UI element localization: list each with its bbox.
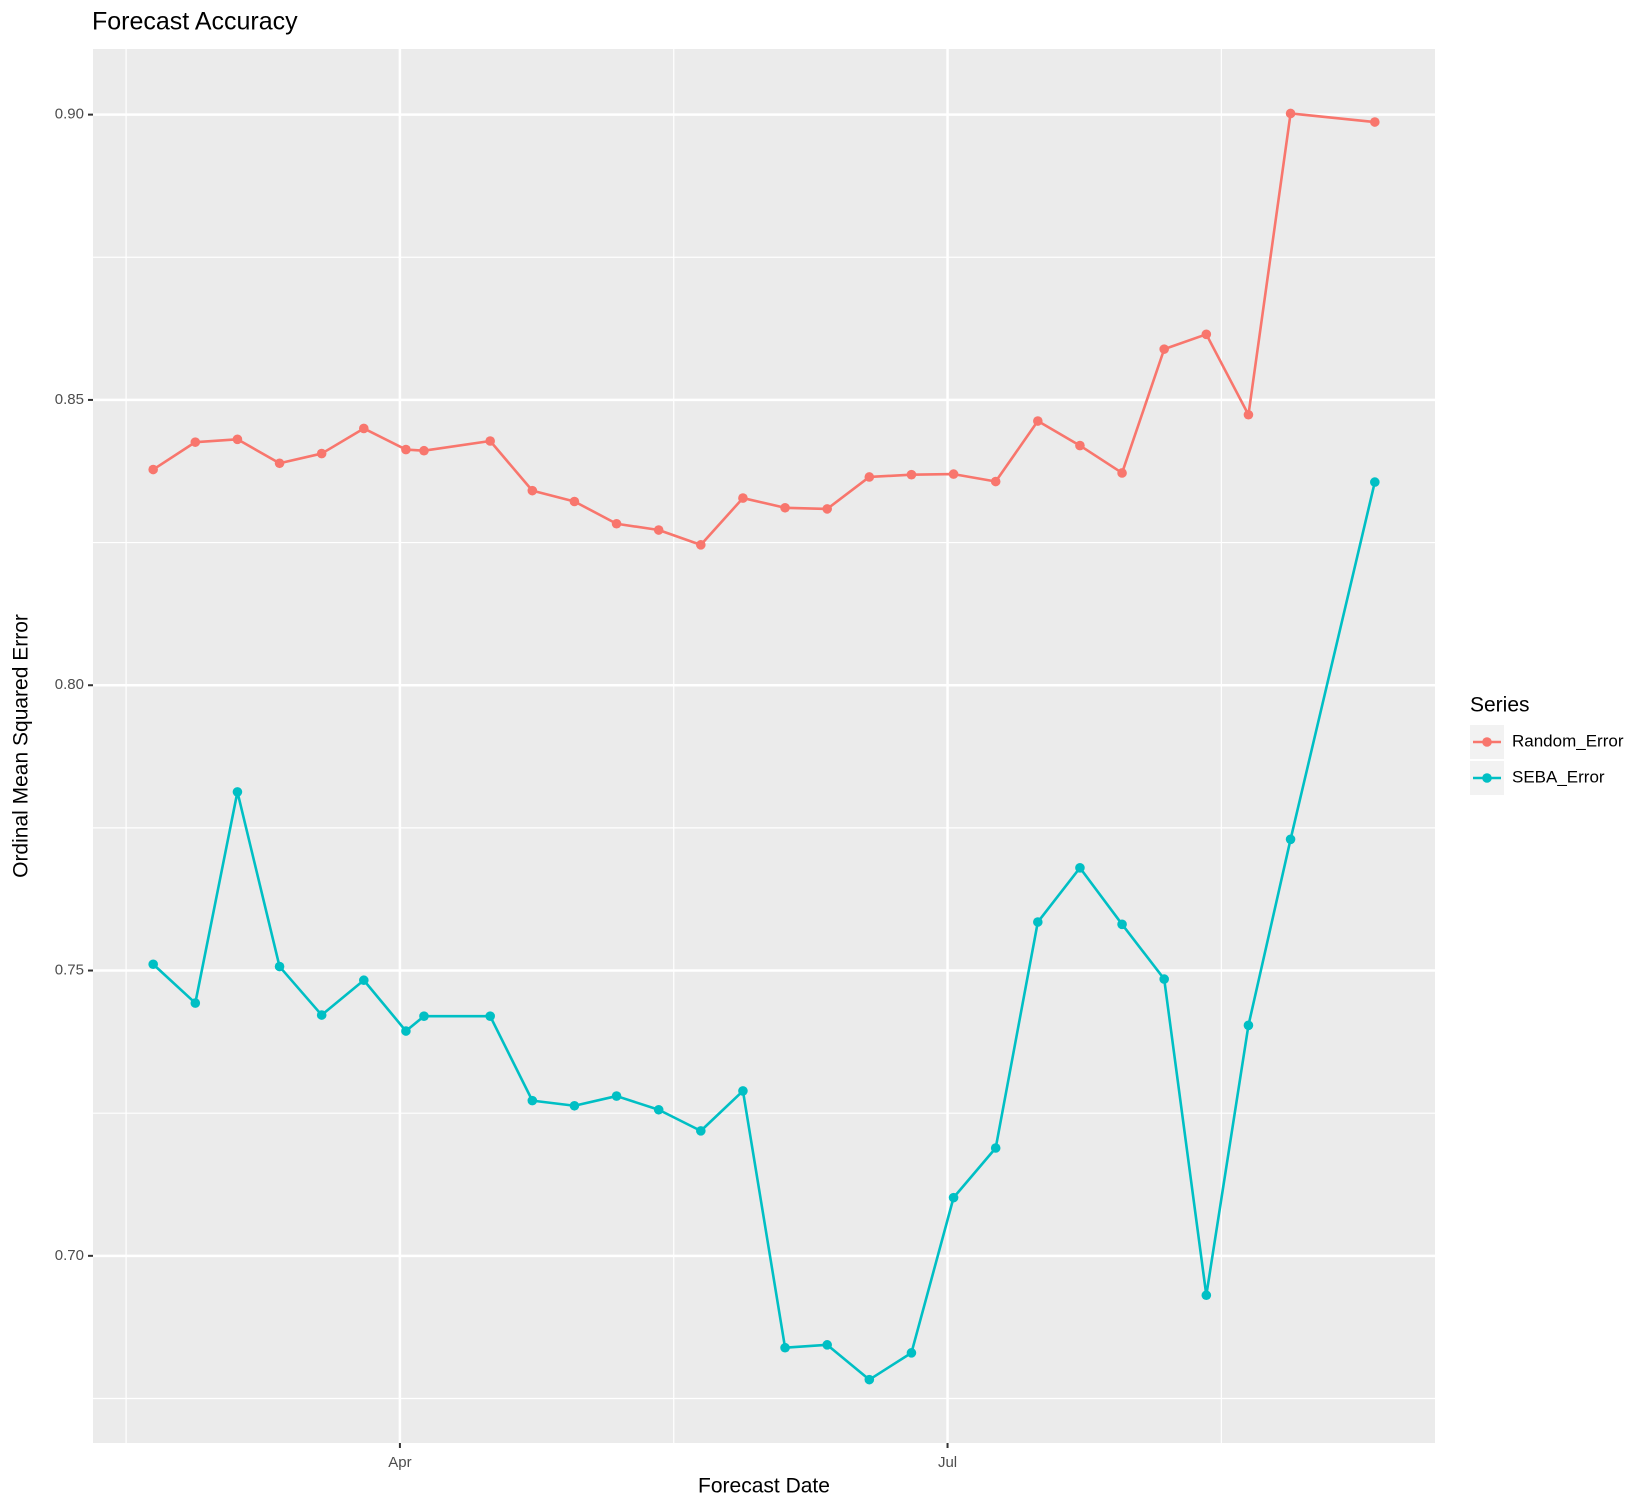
data-point xyxy=(1201,1290,1212,1301)
data-point xyxy=(611,518,622,529)
data-point xyxy=(1117,468,1127,478)
data-point xyxy=(316,448,327,459)
chart-title: Forecast Accuracy xyxy=(92,8,298,36)
data-point xyxy=(1075,863,1085,873)
data-point xyxy=(316,1010,327,1020)
data-point xyxy=(190,998,201,1008)
data-point xyxy=(1370,117,1380,127)
data-point xyxy=(419,445,429,456)
data-point xyxy=(822,1340,832,1350)
data-point xyxy=(653,1104,664,1115)
data-point xyxy=(148,959,158,970)
data-point xyxy=(1117,919,1127,930)
data-point xyxy=(990,1143,1001,1153)
legend-key-point xyxy=(1482,737,1492,747)
data-point xyxy=(1201,329,1212,340)
y-tick-label: 0.90 xyxy=(55,106,84,123)
data-point xyxy=(990,476,1001,487)
y-tick-label: 0.75 xyxy=(55,962,84,979)
legend-key-point xyxy=(1482,773,1492,783)
data-point xyxy=(948,469,959,479)
data-point xyxy=(232,434,243,445)
y-tick-label: 0.85 xyxy=(55,391,84,408)
x-axis-title: Forecast Date xyxy=(698,1475,830,1498)
legend-label: SEBA_Error xyxy=(1512,767,1605,786)
data-point xyxy=(611,1091,622,1101)
y-tick-label: 0.80 xyxy=(55,676,84,693)
data-point xyxy=(822,504,832,514)
data-point xyxy=(1159,974,1169,984)
data-point xyxy=(232,787,243,797)
data-point xyxy=(653,525,664,535)
data-point xyxy=(1285,834,1296,845)
data-point xyxy=(1033,917,1043,927)
data-point xyxy=(1159,344,1169,354)
data-point xyxy=(569,1100,580,1111)
x-tick-label: Jul xyxy=(938,1454,957,1471)
data-point xyxy=(527,1095,538,1106)
y-tick-label: 0.70 xyxy=(55,1247,84,1264)
x-tick-label: Apr xyxy=(388,1454,411,1471)
data-point xyxy=(1285,108,1296,119)
legend-label: Random_Error xyxy=(1512,731,1624,750)
data-point xyxy=(569,496,580,507)
y-axis-title: Ordinal Mean Squared Error xyxy=(10,614,33,878)
data-point xyxy=(485,436,495,446)
data-point xyxy=(359,423,369,434)
data-point xyxy=(1370,477,1380,487)
data-point xyxy=(1243,1020,1254,1031)
data-point xyxy=(190,437,201,447)
data-point xyxy=(696,540,706,550)
data-point xyxy=(738,1086,748,1096)
data-point xyxy=(780,502,790,513)
data-point xyxy=(485,1011,495,1021)
data-point xyxy=(780,1342,790,1353)
data-point xyxy=(274,458,285,469)
data-point xyxy=(1243,409,1254,420)
data-point xyxy=(864,1374,875,1385)
data-point xyxy=(419,1011,429,1021)
plot-panel xyxy=(93,49,1435,1443)
data-point xyxy=(906,1348,917,1358)
data-point xyxy=(401,444,411,455)
data-point xyxy=(948,1192,959,1203)
data-point xyxy=(527,485,538,496)
legend-title: Series xyxy=(1470,694,1530,717)
data-point xyxy=(401,1026,411,1036)
data-point xyxy=(864,472,875,482)
data-point xyxy=(359,975,369,986)
data-point xyxy=(738,493,748,503)
data-point xyxy=(1075,440,1085,451)
data-point xyxy=(696,1126,706,1136)
data-point xyxy=(274,961,285,972)
data-point xyxy=(148,464,158,475)
data-point xyxy=(1033,416,1043,426)
data-point xyxy=(906,469,917,480)
